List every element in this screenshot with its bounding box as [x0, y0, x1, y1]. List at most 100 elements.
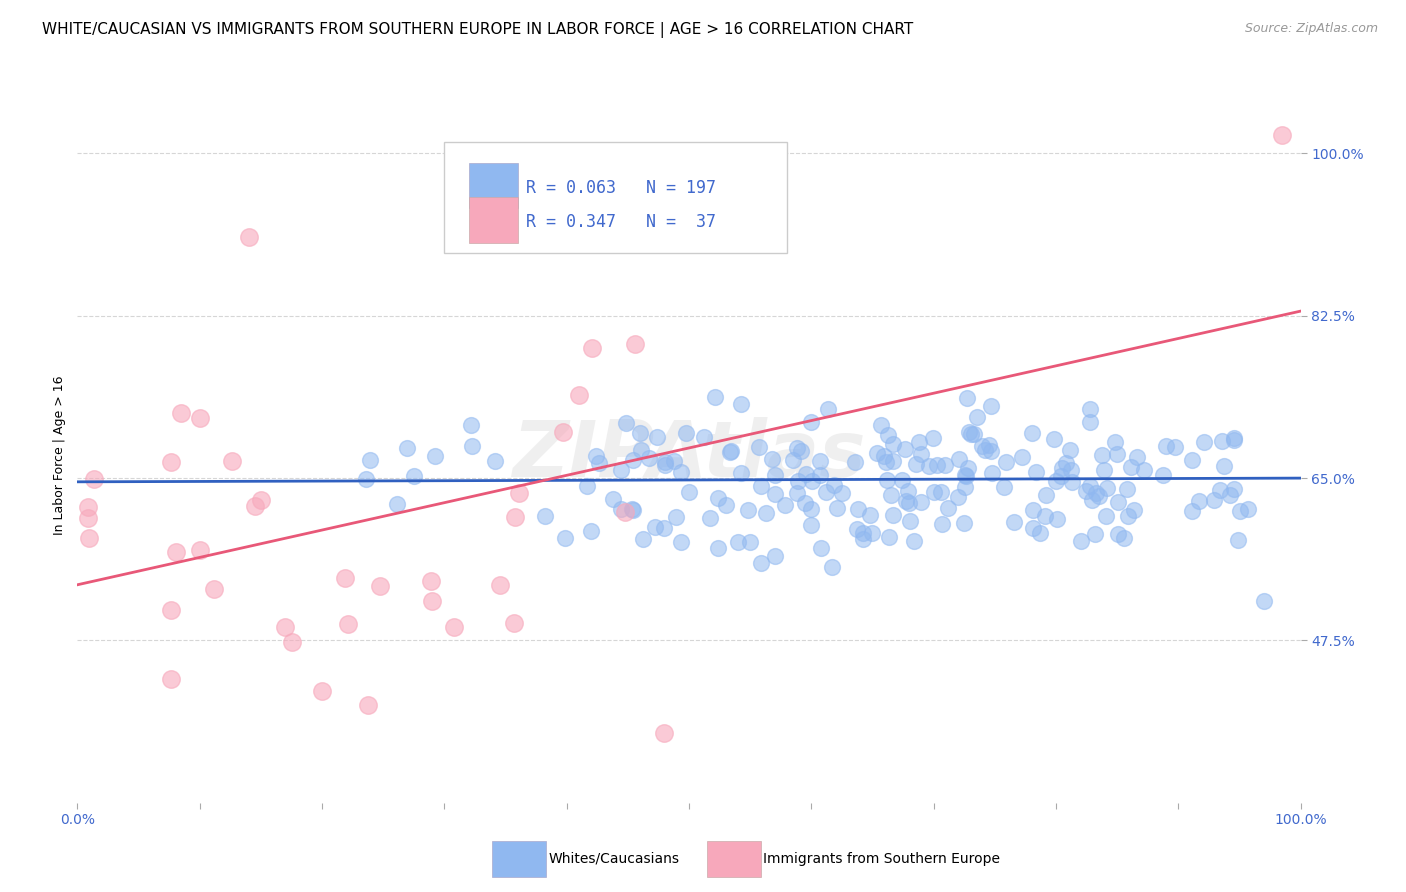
- Point: [1121, 459, 1143, 474]
- Point: [1022, 521, 1045, 535]
- Point: [1080, 479, 1102, 493]
- Point: [356, 698, 378, 712]
- Point: [859, 508, 882, 522]
- Point: [737, 502, 759, 516]
- Point: [624, 337, 647, 351]
- Point: [460, 418, 482, 433]
- Point: [814, 485, 837, 500]
- Point: [800, 415, 823, 429]
- Point: [654, 520, 676, 534]
- Point: [765, 487, 787, 501]
- Point: [714, 498, 737, 512]
- Point: [800, 518, 823, 533]
- Point: [1078, 415, 1101, 429]
- Text: R = 0.347   N =  37: R = 0.347 N = 37: [526, 213, 716, 231]
- Point: [718, 445, 741, 459]
- Point: [613, 505, 636, 519]
- Point: [981, 466, 1004, 480]
- Point: [897, 484, 920, 499]
- Point: [1035, 488, 1057, 502]
- Point: [1133, 463, 1156, 477]
- Point: [585, 449, 607, 463]
- Point: [160, 672, 183, 686]
- Point: [1070, 533, 1092, 548]
- Point: [846, 522, 869, 536]
- Point: [1050, 460, 1073, 475]
- Point: [910, 495, 932, 509]
- Point: [948, 491, 970, 505]
- Point: [1002, 515, 1025, 529]
- Point: [749, 556, 772, 570]
- Point: [356, 472, 378, 486]
- Point: [749, 478, 772, 492]
- Point: [489, 578, 512, 592]
- Point: [630, 442, 652, 457]
- Point: [1050, 469, 1073, 483]
- Point: [423, 449, 446, 463]
- Point: [873, 449, 896, 463]
- Point: [1011, 450, 1033, 464]
- Point: [980, 399, 1002, 413]
- Point: [894, 442, 917, 456]
- Point: [955, 480, 977, 494]
- Point: [588, 456, 610, 470]
- Point: [1222, 431, 1244, 445]
- Point: [621, 453, 644, 467]
- Point: [553, 425, 575, 439]
- Point: [979, 438, 1001, 452]
- Point: [980, 444, 1002, 458]
- Point: [628, 425, 651, 440]
- Point: [1097, 481, 1119, 495]
- Point: [395, 442, 418, 456]
- Point: [825, 500, 848, 515]
- Text: Source: ZipAtlas.com: Source: ZipAtlas.com: [1244, 22, 1378, 36]
- Point: [896, 494, 918, 508]
- Point: [337, 616, 360, 631]
- Point: [877, 530, 900, 544]
- Point: [1229, 504, 1251, 518]
- Point: [910, 447, 932, 461]
- Point: [669, 465, 692, 479]
- Point: [402, 469, 425, 483]
- Point: [502, 616, 524, 631]
- Point: [243, 499, 266, 513]
- Point: [994, 455, 1017, 469]
- Point: [808, 454, 831, 468]
- Point: [644, 519, 666, 533]
- Point: [221, 453, 243, 467]
- Text: Whites/Caucasians: Whites/Caucasians: [548, 852, 679, 866]
- Point: [1087, 489, 1109, 503]
- Point: [614, 416, 637, 430]
- Point: [188, 542, 211, 557]
- Point: [882, 454, 904, 468]
- Point: [1253, 594, 1275, 608]
- Point: [959, 426, 981, 441]
- Point: [188, 410, 211, 425]
- Point: [917, 458, 939, 473]
- Point: [786, 442, 808, 456]
- Point: [579, 524, 602, 538]
- Point: [160, 603, 183, 617]
- Point: [882, 437, 904, 451]
- Point: [202, 582, 225, 596]
- Point: [929, 485, 952, 500]
- Point: [869, 418, 891, 433]
- Point: [1060, 463, 1083, 477]
- Point: [763, 549, 786, 564]
- Point: [817, 401, 839, 416]
- Point: [1115, 483, 1137, 497]
- Point: [956, 461, 979, 475]
- Point: [957, 425, 980, 439]
- Point: [1107, 495, 1129, 509]
- Point: [948, 451, 970, 466]
- Point: [77, 531, 100, 545]
- Point: [953, 516, 976, 530]
- Point: [675, 426, 697, 441]
- Point: [1126, 450, 1149, 465]
- Point: [1022, 502, 1045, 516]
- Point: [931, 516, 953, 531]
- Point: [1227, 533, 1250, 548]
- Point: [866, 446, 889, 460]
- Point: [581, 341, 603, 355]
- Point: [786, 486, 808, 500]
